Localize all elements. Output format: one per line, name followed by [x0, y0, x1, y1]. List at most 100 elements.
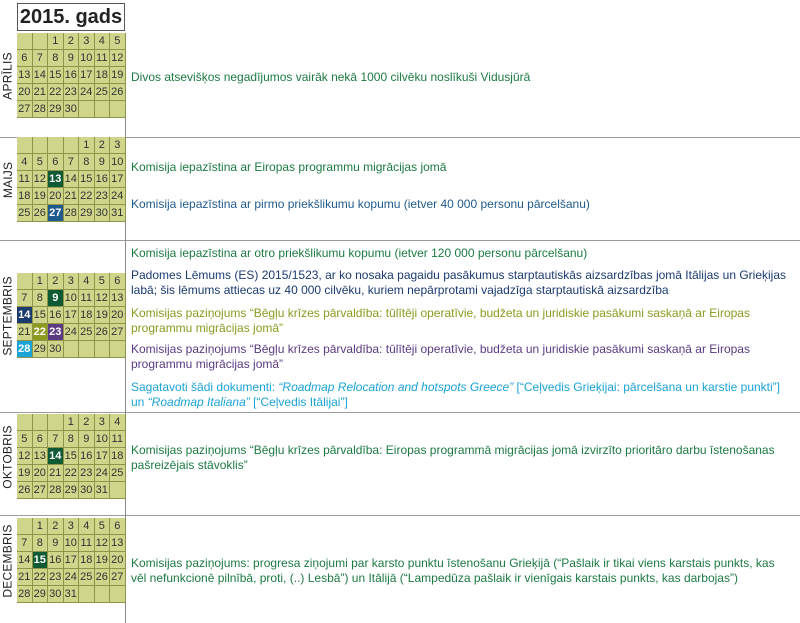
- calendar-day-highlighted: 27: [48, 205, 64, 222]
- calendar-empty-cell: [79, 586, 95, 603]
- event-text: Divos atsevišķos negadījumos vairāk nekā…: [131, 70, 531, 84]
- calendar-day: 8: [63, 431, 79, 448]
- column-divider: [125, 33, 126, 137]
- month-label-text: DECEMBRIS: [1, 523, 15, 598]
- calendar-day: 28: [63, 205, 79, 222]
- calendar-day: 18: [79, 307, 95, 324]
- event-text-part: Sagatavoti šādi dokumenti:: [131, 380, 279, 394]
- event-text: Komisija iepazīstina ar Eiropas programm…: [131, 160, 447, 174]
- calendar-day: 9: [63, 50, 79, 67]
- calendar-day: 25: [79, 569, 95, 586]
- calendar-day: 2: [79, 414, 95, 431]
- calendar-day: 8: [32, 290, 48, 307]
- calendar-day: 14: [32, 67, 48, 84]
- calendar-day: 23: [63, 84, 79, 101]
- event-text: Komisija iepazīstina ar pirmo priekšliku…: [131, 197, 590, 211]
- event-text: Komisijas paziņojums “Bēgļu krīzes pārva…: [131, 443, 775, 472]
- calendar-day: 26: [17, 482, 33, 499]
- calendar-day-highlighted: 9: [48, 290, 64, 307]
- calendar-day-highlighted: 23: [48, 324, 64, 341]
- calendar-day: 18: [17, 188, 33, 205]
- event-text: Sagatavoti šādi dokumenti: “Roadmap Relo…: [131, 380, 791, 410]
- calendar-day: 10: [94, 431, 110, 448]
- calendar-day: 6: [110, 273, 126, 290]
- calendar-day: 4: [17, 154, 33, 171]
- month-label: APRĪLIS: [0, 33, 16, 118]
- calendar-empty-cell: [110, 586, 126, 603]
- calendar-day: 27: [32, 482, 48, 499]
- calendar-day: 6: [17, 50, 33, 67]
- column-divider: [125, 137, 126, 240]
- calendar-day: 13: [110, 290, 126, 307]
- calendar-day: 5: [94, 273, 110, 290]
- month-label-text: OKTOBRIS: [1, 424, 15, 489]
- calendar-day: 20: [17, 84, 33, 101]
- calendar-day: 4: [79, 518, 95, 535]
- calendar-empty-cell: [48, 137, 64, 154]
- month-label-text: APRĪLIS: [1, 51, 16, 100]
- calendar-day: 24: [63, 569, 79, 586]
- calendar-day: 22: [48, 84, 64, 101]
- calendar-day: 20: [110, 552, 126, 569]
- calendar-day: 15: [63, 448, 79, 465]
- calendar-day: 17: [63, 307, 79, 324]
- calendar-day: 9: [48, 535, 64, 552]
- calendar-day: 24: [110, 188, 126, 205]
- calendar-empty-cell: [79, 341, 95, 358]
- calendar-day: 31: [94, 482, 110, 499]
- calendar-day: 21: [48, 465, 64, 482]
- calendar-day: 20: [48, 188, 64, 205]
- calendar-day: 31: [110, 205, 126, 222]
- calendar-day: 2: [94, 137, 110, 154]
- calendar-day: 11: [79, 290, 95, 307]
- calendar-day: 19: [17, 465, 33, 482]
- calendar-day: 29: [32, 341, 48, 358]
- event-text: Padomes Lēmums (ES) 2015/1523, ar ko nos…: [131, 268, 787, 297]
- calendar-empty-cell: [94, 101, 110, 118]
- month-separator: [0, 515, 800, 516]
- calendar-day: 5: [17, 431, 33, 448]
- calendar-day: 3: [110, 137, 126, 154]
- calendar-day: 7: [32, 50, 48, 67]
- calendar-day: 1: [32, 273, 48, 290]
- calendar-day: 17: [94, 448, 110, 465]
- calendar-day: 7: [17, 290, 33, 307]
- calendar-day: 9: [94, 154, 110, 171]
- calendar-day: 27: [110, 324, 126, 341]
- calendar-day: 16: [48, 552, 64, 569]
- month-label: MAIJS: [0, 137, 16, 222]
- month-label: SEPTEMBRIS: [0, 273, 16, 358]
- column-divider: [125, 412, 126, 515]
- calendar-day: 30: [63, 101, 79, 118]
- calendar-day: 20: [110, 307, 126, 324]
- event-text: Komisija iepazīstina ar otro priekšlikum…: [131, 246, 588, 260]
- calendar-day: 5: [94, 518, 110, 535]
- year-title: 2015. gads: [17, 3, 125, 31]
- calendar-day: 26: [94, 324, 110, 341]
- calendar-day: 8: [32, 535, 48, 552]
- calendar-empty-cell: [94, 586, 110, 603]
- calendar-day: 27: [110, 569, 126, 586]
- calendar-day: 31: [63, 586, 79, 603]
- calendar-day: 16: [79, 448, 95, 465]
- calendar-day: 11: [110, 431, 126, 448]
- calendar-day: 5: [32, 154, 48, 171]
- calendar-day: 12: [32, 171, 48, 188]
- calendar-day: 15: [32, 307, 48, 324]
- calendar-day: 21: [32, 84, 48, 101]
- calendar-day: 10: [79, 50, 95, 67]
- calendar-day: 12: [17, 448, 33, 465]
- calendar-day: 19: [94, 552, 110, 569]
- calendar-day: 25: [94, 84, 110, 101]
- calendar-empty-cell: [17, 414, 33, 431]
- calendar-day: 19: [110, 67, 126, 84]
- calendar-day: 17: [79, 67, 95, 84]
- calendar-empty-cell: [17, 137, 33, 154]
- calendar-day: 8: [48, 50, 64, 67]
- calendar-empty-cell: [110, 482, 126, 499]
- calendar-empty-cell: [63, 341, 79, 358]
- event-text-part: [“Ceļvedis Itālijai”]: [249, 395, 348, 409]
- calendar-day: 21: [17, 569, 33, 586]
- calendar-day: 18: [94, 67, 110, 84]
